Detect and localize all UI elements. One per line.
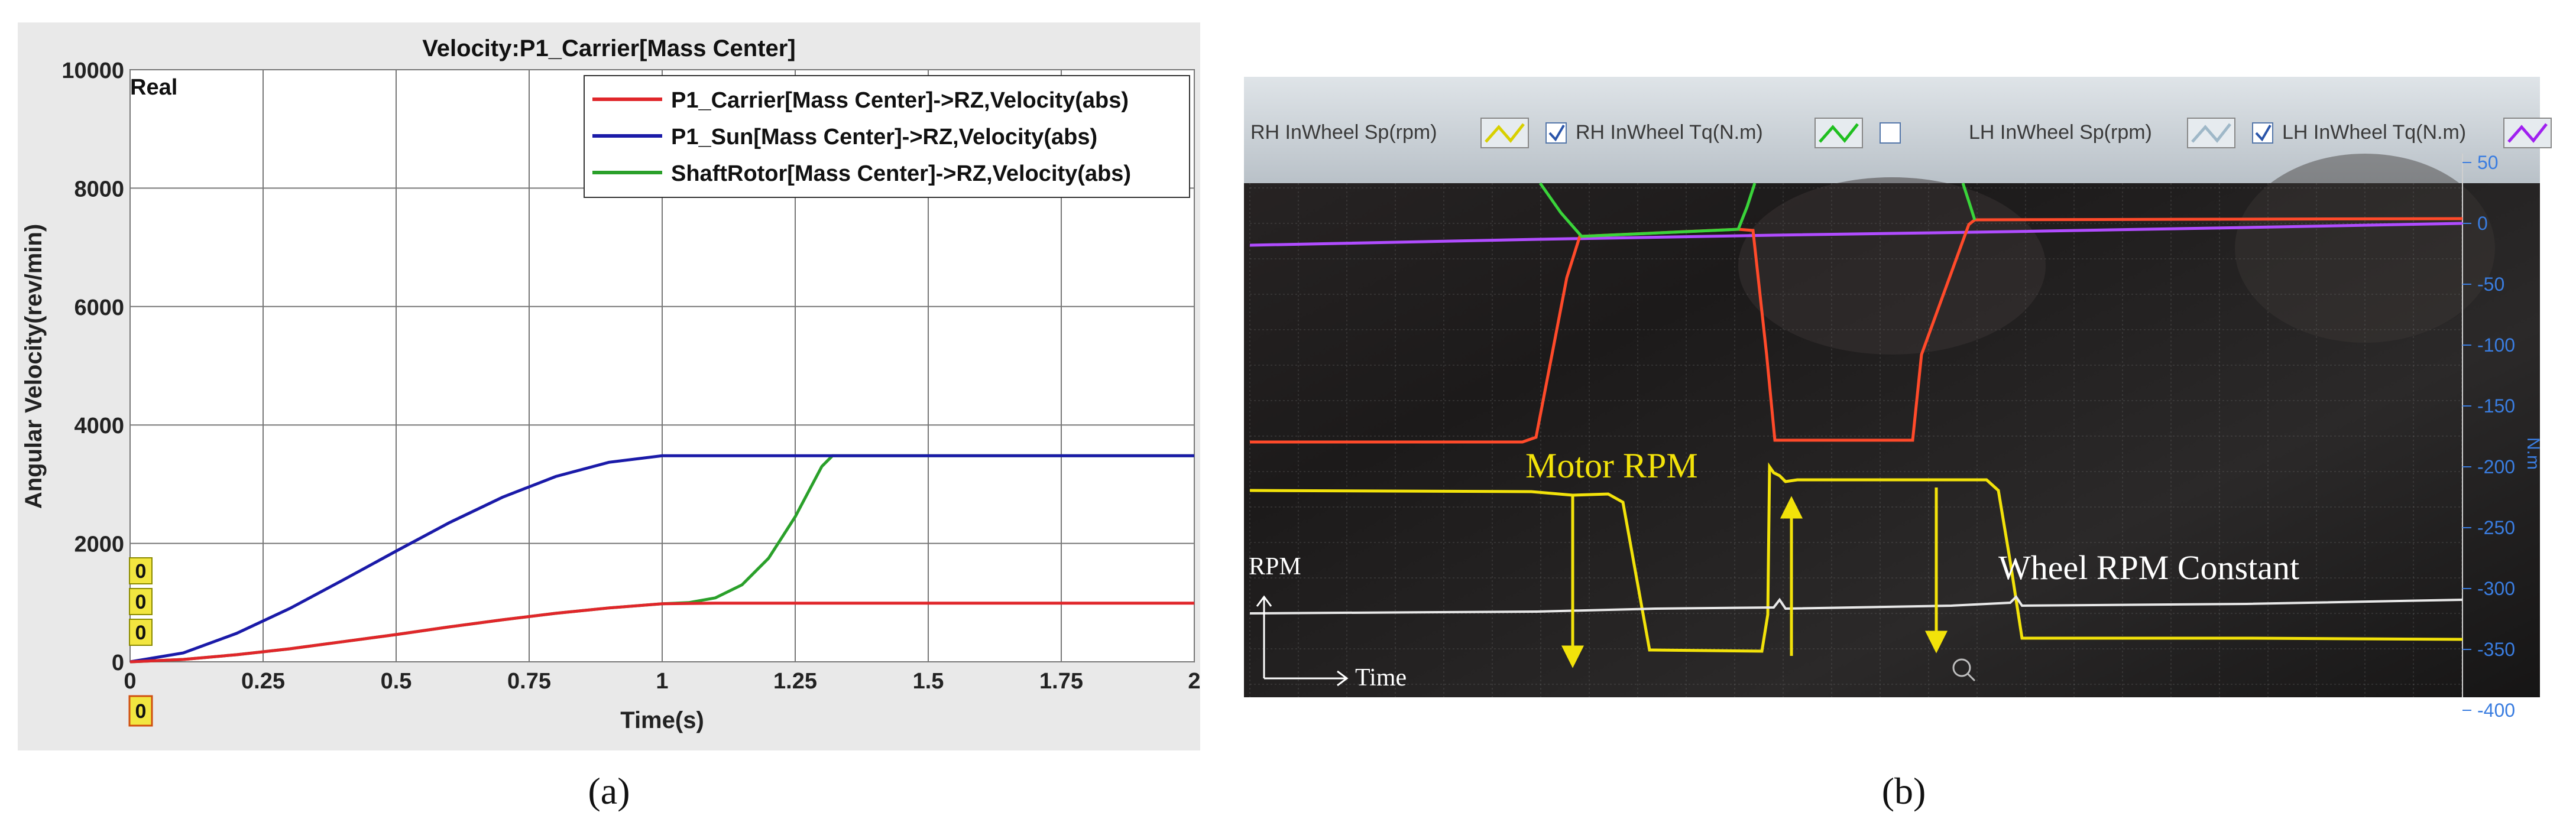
- x-tick-label: 0: [124, 669, 136, 694]
- panel-a: Velocity:P1_Carrier[Mass Center] 2000400…: [18, 22, 1201, 750]
- y-tick-label: 2000: [74, 532, 124, 557]
- right-tick-label: -400: [2477, 700, 2515, 721]
- up-arrow: [1780, 496, 1803, 656]
- screen-legend-label: LH InWheel Tq(N.m): [2282, 121, 2466, 144]
- checkbox-check-icon: [2255, 124, 2272, 142]
- x-tick-label: 1.75: [1039, 669, 1083, 694]
- screen-legend-swatch-line: [2191, 123, 2231, 143]
- right-axis-ticks: 50 0 -50 -100 -150 -200 -250 -300 -350 -400: [2462, 152, 2515, 721]
- marker-box-2: [129, 588, 153, 615]
- axis-glyph: [1256, 595, 1349, 687]
- x-tick-label: 2: [1188, 669, 1200, 694]
- legend-label: P1_Sun[Mass Center]->RZ,Velocity(abs): [671, 125, 1097, 150]
- reflection-blob: [2235, 154, 2495, 343]
- caption-b: (b): [1882, 770, 1926, 812]
- marker-text-2: 0: [135, 591, 147, 613]
- white-trace: [1249, 594, 2463, 615]
- x-tick-label: 0.75: [507, 669, 551, 694]
- real-label: Real: [130, 75, 177, 100]
- checkbox-check-icon: [1548, 124, 1565, 142]
- legend-box: [584, 75, 1190, 198]
- green-trace-2: [1961, 183, 1976, 220]
- marker-box-3: [129, 619, 153, 646]
- right-tick-label: -300: [2477, 578, 2515, 599]
- y-tick-label: 0: [112, 651, 124, 675]
- y-tick-label: 6000: [74, 295, 124, 320]
- legend-label: P1_Carrier[Mass Center]->RZ,Velocity(abs…: [671, 88, 1129, 113]
- screen-legend: RH InWheel Sp(rpm) RH InWheel Tq(N.m) LH I…: [1250, 118, 2552, 148]
- series-lines: [129, 454, 1194, 664]
- down-arrow-1: [1561, 496, 1585, 668]
- right-tick-label: -200: [2477, 456, 2515, 477]
- screen-legend-swatch-line: [1819, 123, 1859, 143]
- checkbox[interactable]: [1880, 122, 1901, 144]
- red-trace: [1250, 217, 2463, 444]
- right-tick-label: -350: [2477, 639, 2515, 660]
- right-tick-label: -250: [2477, 517, 2515, 538]
- green-trace: [1538, 182, 1757, 238]
- right-tick-label: -150: [2477, 395, 2515, 417]
- chart-title: Velocity:P1_Carrier[Mass Center]: [422, 35, 795, 61]
- right-tick-label: -50: [2477, 274, 2504, 295]
- caption-a: (a): [588, 770, 630, 812]
- marker-box-4: [128, 695, 153, 727]
- right-tick-label: -100: [2477, 334, 2515, 356]
- legend: P1_Carrier[Mass Center]->RZ,Velocity(abs…: [584, 75, 1190, 198]
- y-axis-label: Angular Velocity(rev/min): [21, 224, 47, 509]
- x-axis-label: Time(s): [620, 707, 704, 733]
- x-tick-labels: 0 0.25 0.5 0.75 1 1.25 1.5 1.75 2: [124, 669, 1200, 694]
- x-tick-label: 1.5: [913, 669, 944, 694]
- y-tick-label: 8000: [74, 177, 124, 202]
- screen-legend-label: RH InWheel Tq(N.m): [1576, 121, 1763, 144]
- panel-b: RH InWheel Sp(rpm) RH InWheel Tq(N.m) LH I…: [1244, 77, 2552, 721]
- screen-legend-label: LH InWheel Sp(rpm): [1969, 121, 2152, 144]
- zoom-icon: [1952, 658, 1976, 682]
- x-tick-label: 1: [656, 669, 668, 694]
- rpm-axis-label: RPM: [1249, 553, 1301, 580]
- down-arrow-2: [1924, 488, 1948, 654]
- screen-legend-swatch-line: [2507, 123, 2548, 143]
- right-tick-label: 50: [2477, 152, 2499, 173]
- screen-legend-label: RH InWheel Sp(rpm): [1250, 121, 1437, 144]
- x-tick-label: 0.5: [381, 669, 412, 694]
- right-tick-label: 0: [2477, 213, 2488, 234]
- y-tick-label: 4000: [74, 414, 124, 438]
- wheel-rpm-label: Wheel RPM Constant: [1998, 548, 2299, 587]
- y-tick-labels: 2000 4000 6000 8000 10000 0: [61, 58, 124, 675]
- purple-trace: [1249, 222, 2463, 247]
- motor-rpm-label: Motor RPM: [1525, 446, 1698, 485]
- x-tick-label: 0.25: [241, 669, 285, 694]
- series-line-1: [129, 602, 1194, 664]
- y-tick-label: 10000: [61, 58, 124, 83]
- time-axis-label: Time: [1355, 664, 1407, 691]
- marker-text-3: 0: [135, 622, 147, 644]
- marker-box-1: [129, 557, 153, 584]
- screen-legend-swatch-line: [1485, 123, 1525, 143]
- side-markers: 0 0 0 0: [128, 557, 153, 727]
- legend-label: ShaftRotor[Mass Center]->RZ,Velocity(abs…: [671, 161, 1131, 186]
- reflection-blob: [1738, 177, 2046, 355]
- right-axis-unit: N.m: [2523, 437, 2543, 470]
- series-line-2: [129, 454, 1194, 664]
- x-tick-label: 1.25: [773, 669, 817, 694]
- marker-text-1: 0: [135, 560, 147, 583]
- yellow-trace: [1249, 462, 2463, 653]
- marker-text-4: 0: [135, 700, 147, 723]
